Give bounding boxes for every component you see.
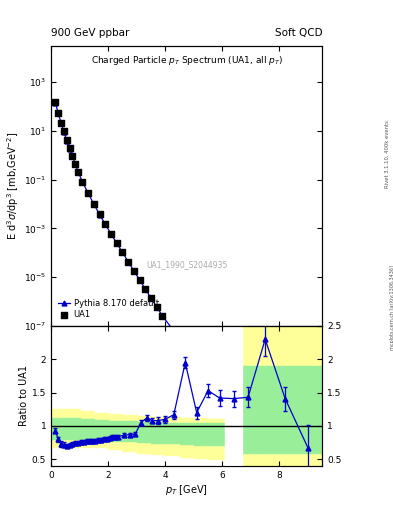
- UA1: [136, 276, 143, 284]
- Pythia 8.170 default: [149, 295, 153, 301]
- UA1: [159, 312, 165, 320]
- Text: Soft QCD: Soft QCD: [275, 28, 322, 38]
- Pythia 8.170 default: [132, 268, 136, 274]
- UA1: [69, 152, 75, 160]
- Text: UA1_1990_S2044935: UA1_1990_S2044935: [146, 260, 228, 269]
- UA1: [171, 327, 177, 335]
- Pythia 8.170 default: [246, 391, 250, 397]
- Bar: [225, 326, 242, 466]
- UA1: [305, 442, 311, 450]
- UA1: [52, 98, 59, 106]
- UA1: [125, 258, 131, 266]
- X-axis label: $p_T$ [GeV]: $p_T$ [GeV]: [165, 482, 208, 497]
- UA1: [182, 342, 188, 350]
- Text: Rivet 3.1.10, 400k events: Rivet 3.1.10, 400k events: [385, 120, 389, 187]
- UA1: [61, 127, 67, 136]
- UA1: [58, 118, 64, 126]
- Pythia 8.170 default: [103, 221, 108, 227]
- Pythia 8.170 default: [86, 190, 90, 197]
- Pythia 8.170 default: [143, 286, 148, 292]
- UA1: [262, 413, 268, 421]
- Pythia 8.170 default: [53, 99, 58, 105]
- Pythia 8.170 default: [194, 353, 199, 359]
- UA1: [102, 220, 108, 228]
- Legend: Pythia 8.170 default, UA1: Pythia 8.170 default, UA1: [55, 296, 161, 322]
- Pythia 8.170 default: [206, 362, 210, 368]
- UA1: [245, 400, 251, 409]
- Text: Charged Particle $p_T$ Spectrum (UA1, all $p_T$): Charged Particle $p_T$ Spectrum (UA1, al…: [90, 54, 283, 68]
- UA1: [96, 210, 103, 219]
- UA1: [64, 136, 70, 144]
- Pythia 8.170 default: [73, 161, 78, 167]
- Text: mcplots.cern.ch [arXiv:1306.3436]: mcplots.cern.ch [arXiv:1306.3436]: [390, 265, 393, 350]
- Y-axis label: E d$^3\sigma$/dp$^3$ [mb,GeV$^{-2}$]: E d$^3\sigma$/dp$^3$ [mb,GeV$^{-2}$]: [6, 132, 21, 240]
- Pythia 8.170 default: [64, 138, 69, 144]
- UA1: [55, 109, 61, 117]
- Pythia 8.170 default: [231, 382, 236, 388]
- UA1: [114, 239, 120, 247]
- Text: 900 GeV ppbar: 900 GeV ppbar: [51, 28, 129, 38]
- Pythia 8.170 default: [80, 179, 85, 185]
- Pythia 8.170 default: [97, 211, 102, 218]
- UA1: [148, 294, 154, 302]
- UA1: [282, 429, 288, 437]
- UA1: [75, 168, 81, 176]
- Pythia 8.170 default: [76, 169, 81, 175]
- Pythia 8.170 default: [109, 231, 114, 237]
- Pythia 8.170 default: [183, 340, 187, 347]
- UA1: [79, 178, 86, 186]
- Pythia 8.170 default: [154, 304, 159, 310]
- UA1: [72, 160, 79, 168]
- UA1: [142, 285, 149, 293]
- Pythia 8.170 default: [120, 249, 125, 255]
- UA1: [193, 354, 200, 362]
- Pythia 8.170 default: [217, 370, 222, 376]
- Pythia 8.170 default: [62, 129, 66, 135]
- Pythia 8.170 default: [263, 400, 268, 407]
- Pythia 8.170 default: [67, 145, 72, 152]
- Pythia 8.170 default: [171, 328, 176, 334]
- Pythia 8.170 default: [92, 201, 96, 207]
- Pythia 8.170 default: [59, 120, 63, 126]
- Pythia 8.170 default: [283, 412, 288, 418]
- Pythia 8.170 default: [70, 153, 75, 159]
- UA1: [231, 388, 237, 396]
- Y-axis label: Ratio to UA1: Ratio to UA1: [19, 366, 29, 426]
- UA1: [217, 374, 223, 382]
- Pythia 8.170 default: [126, 259, 130, 265]
- UA1: [154, 303, 160, 311]
- UA1: [108, 230, 114, 238]
- UA1: [205, 365, 211, 373]
- UA1: [66, 144, 73, 152]
- Pythia 8.170 default: [160, 313, 165, 319]
- Pythia 8.170 default: [306, 423, 310, 429]
- Pythia 8.170 default: [114, 240, 119, 246]
- Line: Pythia 8.170 default: Pythia 8.170 default: [53, 100, 310, 429]
- Pythia 8.170 default: [137, 277, 142, 283]
- UA1: [131, 267, 137, 275]
- UA1: [91, 200, 97, 208]
- UA1: [119, 248, 126, 257]
- Pythia 8.170 default: [56, 110, 61, 116]
- UA1: [85, 189, 91, 197]
